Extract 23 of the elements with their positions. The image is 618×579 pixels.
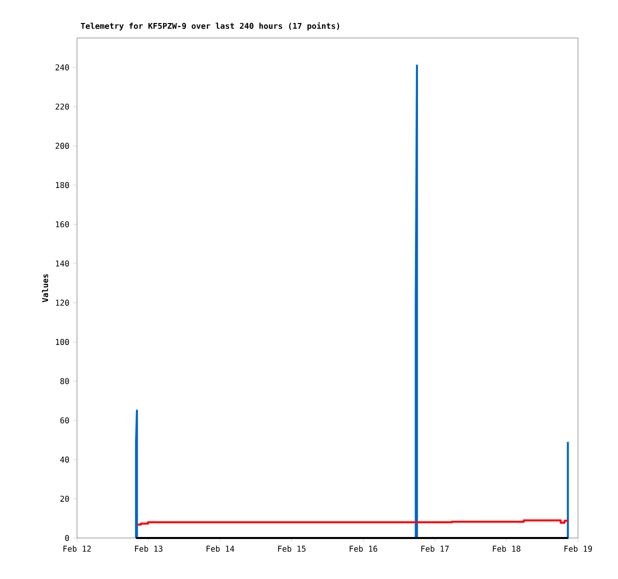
x-tick-label: Feb 15 <box>278 546 306 552</box>
x-tick-label: Feb 18 <box>492 546 520 552</box>
y-tick-label: 120 <box>56 300 69 306</box>
y-axis-title: Values <box>42 274 48 302</box>
x-tick-label: Feb 13 <box>135 546 162 552</box>
y-tick-label: 140 <box>56 260 69 267</box>
y-tick-label: 60 <box>60 417 69 424</box>
y-tick-label: 100 <box>56 338 69 345</box>
x-tick-label: Feb 17 <box>421 546 449 552</box>
x-tick-label: Feb 19 <box>564 546 592 552</box>
x-tick-label: Feb 14 <box>206 546 234 552</box>
y-tick-label: 0 <box>65 534 69 542</box>
y-tick-label: 200 <box>56 142 69 149</box>
y-tick-label: 80 <box>60 378 69 384</box>
x-tick-label: Feb 12 <box>63 546 91 552</box>
y-tick-label: 220 <box>56 104 69 110</box>
y-tick-label: 160 <box>56 221 69 228</box>
y-tick-label: 240 <box>56 64 69 70</box>
chart-title: Telemetry for KF5PZW-9 over last 240 hours (17 points) <box>80 22 340 30</box>
x-tick-label: Feb 16 <box>350 546 378 552</box>
y-tick-label: 40 <box>60 456 69 463</box>
y-tick-label: 20 <box>60 496 69 502</box>
y-tick-label: 180 <box>56 182 69 188</box>
